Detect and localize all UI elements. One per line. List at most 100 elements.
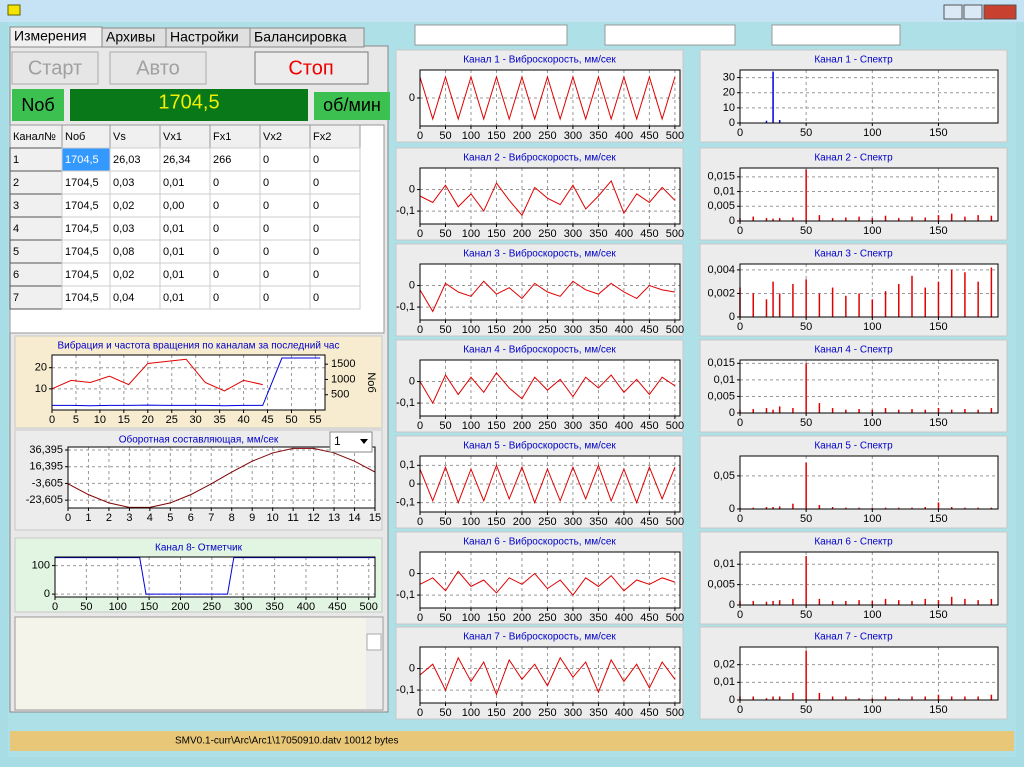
chart-title: Канал 2 - Виброскорость, мм/сек (463, 152, 616, 164)
x-tick-label: 10 (94, 414, 106, 426)
cell-text: 266 (213, 154, 231, 166)
button[interactable] (11, 51, 99, 85)
maximize-button[interactable] (963, 4, 983, 20)
tab-label: Измерения (14, 28, 87, 44)
x-tick-label: 0 (52, 601, 58, 613)
x-tick-label: 0 (417, 324, 423, 336)
cell-text: 2 (13, 177, 19, 189)
cell-text: 0 (213, 200, 219, 212)
status-text: SMV0.1-curr\Arc\Arc1\17050910.datv 10012… (175, 736, 398, 747)
series-line (419, 179, 676, 217)
cell-text: 0 (313, 200, 319, 212)
x-tick-label: 150 (929, 417, 947, 429)
x-tick-label: 250 (538, 420, 556, 432)
x-tick-label: 13 (328, 512, 340, 524)
cell-text: 1704,5 (65, 246, 99, 258)
x-tick-label: 50 (439, 228, 451, 240)
y-tick-label: 10 (723, 102, 735, 114)
x-tick-label: 45 (261, 414, 273, 426)
x-tick-label: 100 (863, 321, 881, 333)
x-tick-label: 150 (929, 225, 947, 237)
tab-label: Архивы (106, 29, 155, 45)
x-tick-label: 300 (564, 707, 582, 719)
text-field[interactable] (604, 24, 736, 46)
x-tick-label: 0 (737, 127, 743, 139)
x-tick-label: 450 (640, 228, 658, 240)
x-tick-label: 450 (640, 612, 658, 624)
x-tick-label: 250 (538, 130, 556, 142)
x-tick-label: 500 (666, 228, 684, 240)
x-tick-label: 400 (615, 707, 633, 719)
x-tick-label: 0 (65, 512, 71, 524)
scroll-thumb[interactable] (366, 633, 382, 651)
x-tick-label: 0 (737, 417, 743, 429)
x-tick-label: 6 (188, 512, 194, 524)
speed-unit: об/мин (323, 95, 381, 115)
cell-text: 0 (213, 223, 219, 235)
y-tick-label: 0,002 (707, 287, 735, 299)
minimize-button[interactable] (943, 4, 963, 20)
scrollbar[interactable] (366, 618, 382, 709)
table-body: Канал№ Nоб Vs Vx1 Fx1 Vx2 Fx2 1 1704,5 26,03 26,34… (9, 124, 361, 310)
dropdown[interactable] (329, 431, 373, 453)
y-tick-label: 0 (729, 599, 735, 611)
plot-area (420, 168, 680, 224)
plot-area (52, 355, 325, 410)
text-field[interactable] (414, 24, 568, 46)
x-tick-label: 150 (487, 420, 505, 432)
cell-text: 0 (263, 269, 269, 281)
x-tick-label: 150 (487, 612, 505, 624)
y-tick-label: 0 (729, 503, 735, 515)
x-tick-label: 9 (249, 512, 255, 524)
cell-text: 0,08 (113, 246, 134, 258)
chart-title: Канал 6 - Спектр (814, 537, 893, 548)
y-tick-label: 100 (32, 559, 50, 571)
cell-text: 1704,5 (65, 269, 99, 281)
text-area[interactable] (14, 616, 384, 711)
x-tick-label: 200 (513, 228, 531, 240)
button[interactable] (109, 51, 207, 85)
x-tick-label: 450 (640, 707, 658, 719)
x-tick-label: 200 (171, 601, 189, 613)
cell-text: 0 (313, 223, 319, 235)
cell-text: 1704,5 (65, 223, 99, 235)
x-tick-label: 150 (487, 516, 505, 528)
text-field[interactable] (771, 24, 901, 46)
x-tick-label: 100 (863, 609, 881, 621)
plot-area (420, 264, 680, 320)
y-tick-label: -0,1 (396, 684, 415, 696)
x-tick-label: 300 (234, 601, 252, 613)
cell-text: 6 (13, 269, 19, 281)
x-tick-label: 200 (513, 324, 531, 336)
cell-text: 0,02 (113, 269, 134, 281)
chart-title: Канал 5 - Спектр (814, 441, 893, 452)
x-tick-label: 400 (615, 130, 633, 142)
tab-label: Настройки (170, 29, 239, 45)
x-tick-label: 35 (214, 414, 226, 426)
cell-text: 0 (263, 177, 269, 189)
chart-title: Канал 8- Отметчик (155, 543, 243, 554)
x-tick-label: 8 (229, 512, 235, 524)
plot-border (419, 455, 681, 513)
x-tick-label: 50 (800, 417, 812, 429)
close-button[interactable] (983, 4, 1017, 20)
x-tick-label: 250 (538, 228, 556, 240)
series-line (419, 372, 676, 405)
button[interactable] (254, 51, 369, 85)
x-tick-label: 100 (863, 127, 881, 139)
y-tick-label: 0 (729, 215, 735, 227)
x-tick-label: 350 (589, 130, 607, 142)
chart-title: Канал 4 - Спектр (814, 345, 893, 356)
tab[interactable] (249, 27, 365, 48)
y-tick-label: 10 (35, 383, 47, 395)
x-tick-label: 150 (929, 513, 947, 525)
y-tick-label: 0,005 (707, 390, 735, 402)
x-tick-label: 100 (109, 601, 127, 613)
y-tick-label: -0,1 (396, 301, 415, 313)
cell-text: 0 (263, 223, 269, 235)
button-label: Стоп (288, 57, 333, 79)
x-tick-label: 0 (417, 420, 423, 432)
x-tick-label: 350 (589, 420, 607, 432)
y-tick-label: 0 (729, 117, 735, 129)
x-tick-label: 50 (800, 513, 812, 525)
